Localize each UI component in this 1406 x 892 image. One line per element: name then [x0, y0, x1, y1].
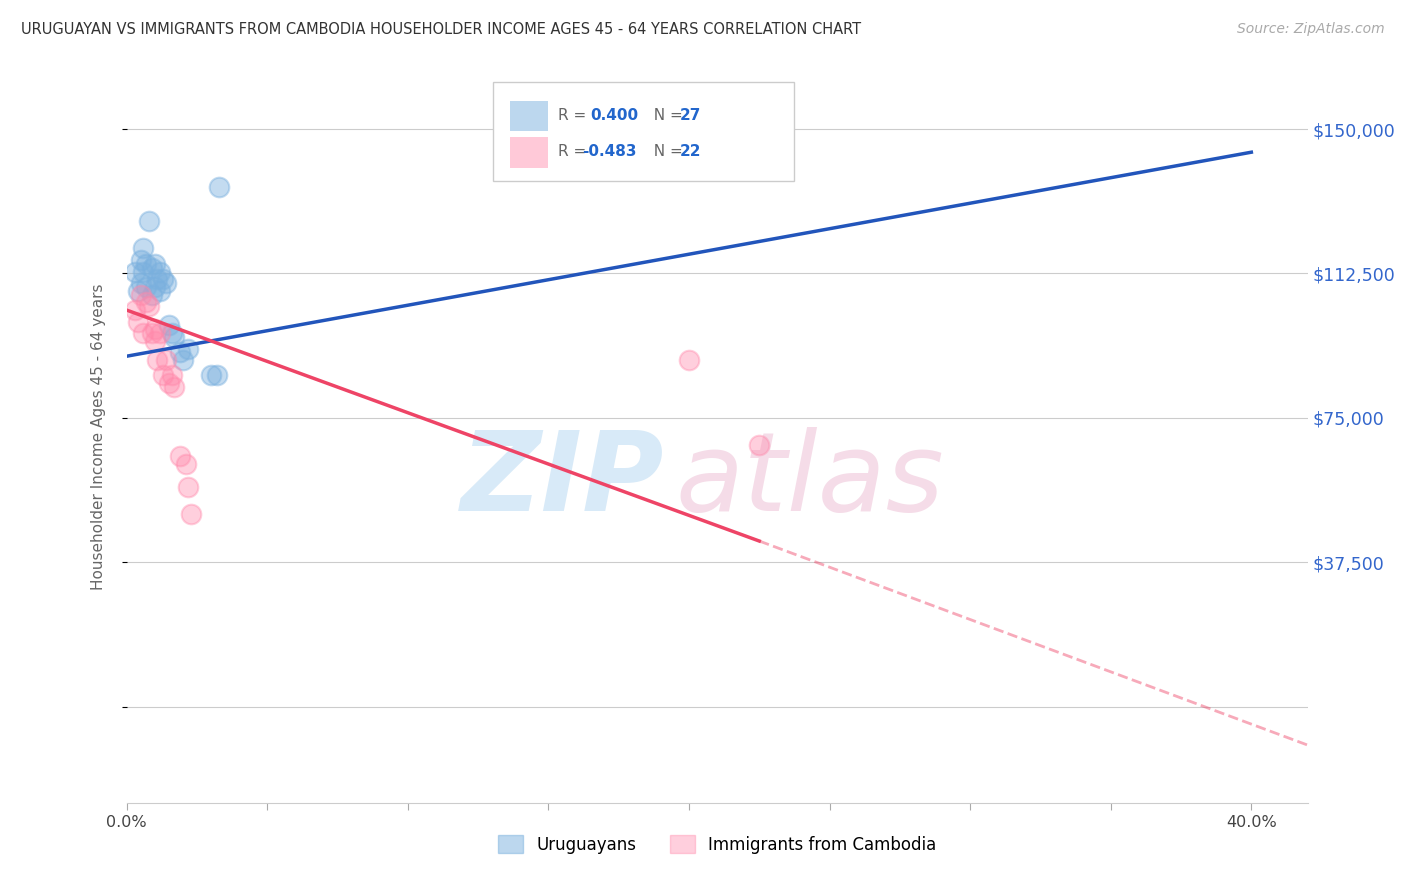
- Point: [129, 287, 152, 301]
- Point: [141, 326, 163, 340]
- Text: R =: R =: [558, 108, 596, 123]
- Point: [748, 438, 770, 452]
- Text: N =: N =: [644, 145, 688, 160]
- Text: URUGUAYAN VS IMMIGRANTS FROM CAMBODIA HOUSEHOLDER INCOME AGES 45 - 64 YEARS CORR: URUGUAYAN VS IMMIGRANTS FROM CAMBODIA HO…: [21, 22, 862, 37]
- Text: 27: 27: [679, 108, 700, 123]
- Text: ZIP: ZIP: [460, 427, 664, 534]
- Point: [177, 480, 200, 494]
- Point: [143, 334, 166, 348]
- Point: [160, 368, 183, 383]
- Point: [129, 276, 152, 290]
- Text: atlas: atlas: [676, 427, 945, 534]
- Point: [127, 315, 149, 329]
- Text: Source: ZipAtlas.com: Source: ZipAtlas.com: [1237, 22, 1385, 37]
- Point: [146, 353, 169, 368]
- Point: [135, 257, 157, 271]
- Point: [152, 272, 174, 286]
- Point: [143, 322, 166, 336]
- Point: [169, 345, 191, 359]
- Text: -0.483: -0.483: [582, 145, 637, 160]
- Y-axis label: Householder Income Ages 45 - 64 years: Householder Income Ages 45 - 64 years: [91, 284, 105, 591]
- Point: [149, 284, 172, 298]
- Point: [163, 330, 186, 344]
- Point: [205, 368, 228, 383]
- Point: [152, 368, 174, 383]
- Text: 0.400: 0.400: [591, 108, 638, 123]
- Point: [200, 368, 222, 383]
- Point: [141, 287, 163, 301]
- Point: [149, 326, 172, 340]
- FancyBboxPatch shape: [510, 101, 548, 131]
- Text: N =: N =: [644, 108, 688, 123]
- Point: [149, 264, 172, 278]
- Point: [135, 295, 157, 310]
- Text: R =: R =: [558, 145, 591, 160]
- Point: [157, 376, 180, 391]
- Point: [163, 380, 186, 394]
- Point: [124, 264, 146, 278]
- Point: [143, 280, 166, 294]
- Point: [208, 179, 231, 194]
- Legend: Uruguayans, Immigrants from Cambodia: Uruguayans, Immigrants from Cambodia: [491, 829, 943, 860]
- Point: [138, 299, 160, 313]
- Point: [124, 303, 146, 318]
- FancyBboxPatch shape: [492, 82, 794, 181]
- Point: [157, 318, 180, 333]
- Point: [160, 326, 183, 340]
- Point: [132, 326, 155, 340]
- FancyBboxPatch shape: [510, 137, 548, 168]
- Text: 22: 22: [679, 145, 700, 160]
- Point: [138, 214, 160, 228]
- Point: [180, 507, 202, 521]
- Point: [174, 457, 197, 471]
- Point: [129, 252, 152, 267]
- Point: [169, 450, 191, 464]
- Point: [155, 353, 177, 368]
- Point: [678, 353, 700, 368]
- Point: [146, 272, 169, 286]
- Point: [177, 342, 200, 356]
- Point: [172, 353, 194, 368]
- Point: [141, 260, 163, 275]
- Point: [132, 264, 155, 278]
- Point: [143, 257, 166, 271]
- Point: [127, 284, 149, 298]
- Point: [155, 276, 177, 290]
- Point: [135, 280, 157, 294]
- Point: [132, 242, 155, 256]
